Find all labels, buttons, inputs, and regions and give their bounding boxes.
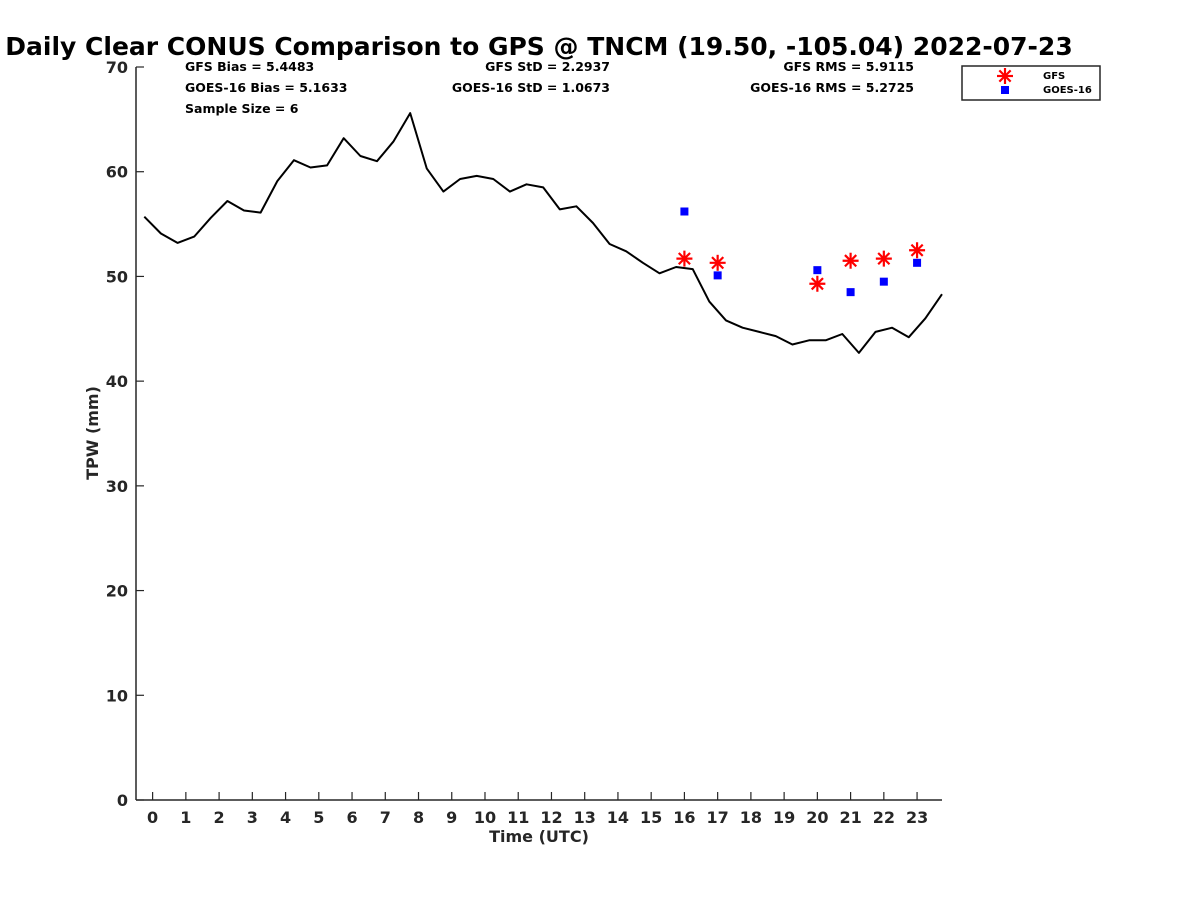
legend-goes-marker <box>1001 86 1009 94</box>
gfs-point <box>842 252 859 269</box>
goes-point <box>879 277 888 286</box>
legend-gfs-asterisk <box>997 68 1013 84</box>
gfs-point <box>875 250 892 267</box>
legend-gfs-label: GFS <box>1043 71 1065 82</box>
x-axis-label: Time (UTC) <box>489 827 589 846</box>
legend-goes-square <box>1001 86 1009 94</box>
gps-tpw-line <box>143 112 943 354</box>
x-tick-label: 10 <box>474 808 496 827</box>
legend-gfs-marker <box>997 68 1013 84</box>
x-tick-label: 18 <box>740 808 762 827</box>
x-tick-label: 9 <box>446 808 457 827</box>
y-tick-label: 70 <box>106 58 128 77</box>
x-tick-label: 3 <box>247 808 258 827</box>
goes-point <box>846 288 855 297</box>
gfs-std-text: GFS StD = 2.2937 <box>485 59 610 74</box>
gfs-bias-text: GFS Bias = 5.4483 <box>185 59 314 74</box>
legend-goes-label: GOES-16 <box>1043 85 1092 96</box>
goes-point <box>913 258 922 267</box>
gfs-point <box>809 275 826 292</box>
goes-point <box>713 271 722 280</box>
y-tick-label: 40 <box>106 372 128 391</box>
gfs-point <box>709 254 726 271</box>
goes-rms-text: GOES-16 RMS = 5.2725 <box>750 80 914 95</box>
y-axis-label: TPW (mm) <box>83 386 102 480</box>
y-tick-label: 10 <box>106 686 128 705</box>
gfs-point <box>676 250 693 267</box>
x-tick-label: 21 <box>839 808 861 827</box>
x-tick-label: 16 <box>673 808 695 827</box>
x-tick-label: 5 <box>313 808 324 827</box>
x-ticks: 0 1 2 3 4 5 6 7 8 9 10 11 12 13 14 15 16 17 18 19 20 21 22 23 <box>147 792 928 827</box>
y-tick-label: 30 <box>106 477 128 496</box>
y-tick-label: 0 <box>117 791 128 810</box>
gfs-rms-text: GFS RMS = 5.9115 <box>783 59 914 74</box>
x-tick-label: 6 <box>346 808 357 827</box>
x-tick-label: 14 <box>607 808 629 827</box>
x-tick-label: 22 <box>873 808 895 827</box>
goes-point <box>813 266 822 275</box>
y-tick-label: 20 <box>106 582 128 601</box>
x-tick-label: 12 <box>540 808 562 827</box>
x-tick-label: 15 <box>640 808 662 827</box>
y-tick-label: 60 <box>106 163 128 182</box>
x-tick-label: 1 <box>180 808 191 827</box>
sample-size-text: Sample Size = 6 <box>185 101 299 116</box>
goes-bias-text: GOES-16 Bias = 5.1633 <box>185 80 347 95</box>
gfs-point <box>909 242 926 259</box>
legend-box <box>961 65 1101 101</box>
x-tick-label: 23 <box>906 808 928 827</box>
chart-title: Daily Clear CONUS Comparison to GPS @ TN… <box>5 32 1072 61</box>
x-tick-label: 13 <box>574 808 596 827</box>
x-tick-label: 4 <box>280 808 291 827</box>
x-tick-label: 8 <box>413 808 424 827</box>
stats-annotations: GFS Bias = 5.4483 GOES-16 Bias = 5.1633 … <box>185 59 914 116</box>
x-tick-label: 0 <box>147 808 158 827</box>
goes-std-text: GOES-16 StD = 1.0673 <box>452 80 610 95</box>
y-ticks: 0 10 20 30 40 50 60 70 <box>106 58 144 810</box>
series-layer <box>143 112 943 354</box>
goes-point <box>680 207 689 216</box>
x-tick-label: 20 <box>806 808 828 827</box>
x-tick-label: 19 <box>773 808 795 827</box>
legend: GFS GOES-16 <box>961 65 1101 101</box>
x-tick-label: 17 <box>707 808 729 827</box>
x-tick-label: 2 <box>214 808 225 827</box>
x-tick-label: 7 <box>380 808 391 827</box>
x-tick-label: 11 <box>507 808 529 827</box>
y-tick-label: 50 <box>106 267 128 286</box>
